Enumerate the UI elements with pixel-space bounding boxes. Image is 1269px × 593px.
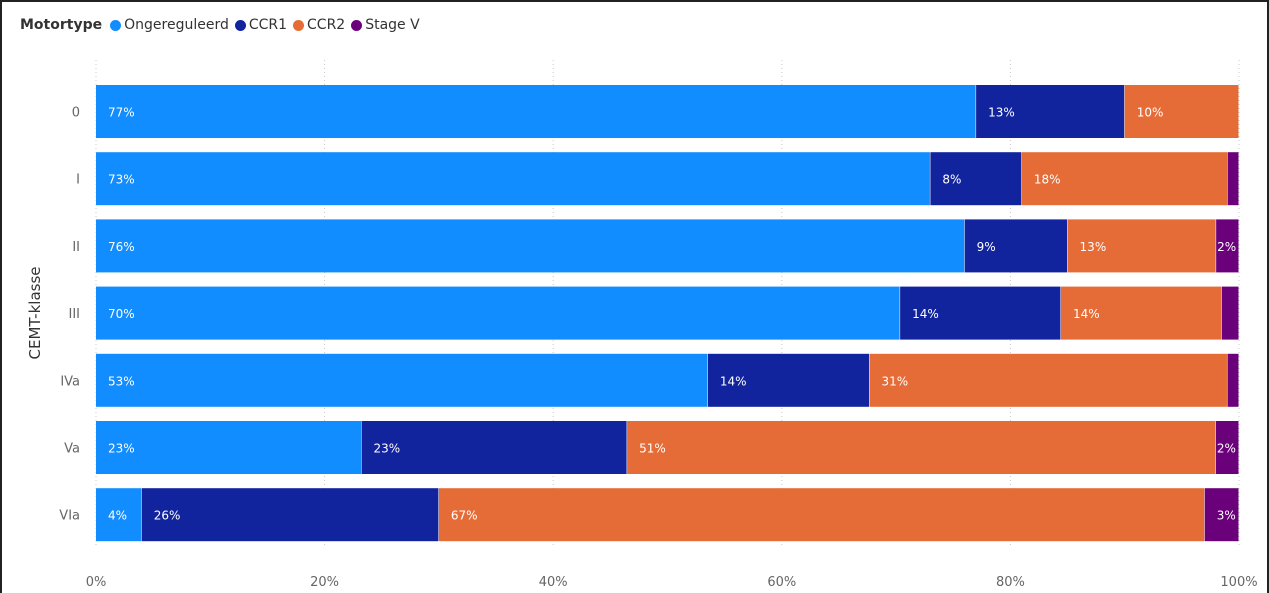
data-label: 51%	[639, 442, 666, 456]
data-label: 13%	[1080, 240, 1107, 254]
legend-label-0: Ongereguleerd	[124, 17, 229, 33]
legend-label-1: CCR1	[248, 17, 288, 33]
data-label: 18%	[1034, 173, 1061, 187]
legend-title: Motortype	[20, 17, 103, 33]
bar-segment	[96, 353, 708, 407]
data-label: 67%	[451, 509, 478, 523]
x-tick-label: 20%	[310, 575, 339, 590]
bar-segment	[900, 286, 1061, 340]
legend-dot-0	[110, 19, 122, 31]
legend: Motortype Ongereguleerd CCR1 CCR2 Stage V	[20, 17, 426, 33]
bar-segment	[964, 219, 1068, 273]
y-tick-label: IVa	[60, 374, 80, 389]
data-label: 2%	[1217, 240, 1236, 254]
data-label: 76%	[108, 240, 135, 254]
bar-segment	[1021, 152, 1228, 206]
legend-items: Ongereguleerd CCR1 CCR2 Stage V	[110, 17, 426, 33]
data-label: 8%	[942, 173, 961, 187]
bar-segment	[930, 152, 1022, 206]
bar-segment	[1221, 286, 1239, 340]
data-label: 31%	[882, 374, 909, 388]
bar-segment	[96, 488, 142, 542]
data-label: 73%	[108, 173, 135, 187]
data-label: 23%	[108, 442, 135, 456]
legend-item-3[interactable]: Stage V	[351, 17, 420, 33]
bar-segment	[361, 421, 627, 474]
y-tick-label: 0	[72, 106, 80, 121]
bar-segment	[1067, 219, 1216, 273]
bar-segment	[96, 286, 900, 340]
bar-segment	[1227, 353, 1239, 407]
bar-segment	[141, 488, 439, 542]
data-label: 26%	[154, 509, 181, 523]
bars: 77% 13% 10% 73% 8% 18% 76% 9% 13% 2% 70% 14% 14% 53% 1…	[96, 85, 1239, 542]
x-axis-ticks: 0% 20% 40% 60% 80% 100%	[86, 575, 1258, 590]
y-tick-label: II	[72, 240, 80, 255]
x-tick-label: 40%	[539, 575, 568, 590]
bar-segment	[96, 219, 965, 273]
data-label: 14%	[912, 307, 939, 321]
data-label: 14%	[720, 374, 747, 388]
data-label: 70%	[108, 307, 135, 321]
bar-segment	[1124, 85, 1239, 138]
legend-item-2[interactable]: CCR2	[293, 17, 345, 33]
y-tick-label: I	[76, 173, 80, 188]
legend-dot-2	[293, 19, 305, 31]
bar-segment	[1215, 421, 1239, 474]
bar-segment	[96, 152, 930, 206]
bar-segment	[96, 421, 362, 474]
bar-segment	[438, 488, 1205, 542]
data-label: 4%	[108, 509, 127, 523]
data-label: 23%	[374, 442, 401, 456]
x-tick-label: 80%	[996, 575, 1025, 590]
bar-segment	[707, 353, 870, 407]
data-label: 53%	[108, 374, 135, 388]
y-tick-label: VIa	[59, 509, 80, 524]
x-tick-label: 60%	[767, 575, 796, 590]
y-tick-label: Va	[64, 442, 80, 457]
legend-label-2: CCR2	[307, 17, 346, 33]
bar-segment	[869, 353, 1227, 407]
bar-segment	[96, 85, 976, 138]
data-label: 10%	[1137, 106, 1164, 120]
bar-segment	[1227, 152, 1239, 206]
x-tick-label: 100%	[1220, 575, 1257, 590]
data-label: 2%	[1217, 442, 1236, 456]
data-label: 13%	[988, 106, 1015, 120]
data-label: 77%	[108, 106, 135, 120]
data-label: 3%	[1217, 509, 1236, 523]
legend-label-3: Stage V	[365, 17, 420, 33]
legend-dot-3	[351, 19, 363, 31]
legend-dot-1	[234, 19, 246, 31]
legend-item-1[interactable]: CCR1	[234, 17, 288, 33]
x-tick-label: 0%	[86, 575, 107, 590]
bar-segment	[1216, 219, 1239, 273]
bar-segment	[627, 421, 1216, 474]
data-label: 14%	[1073, 307, 1100, 321]
y-axis-title: CEMT-klasse	[26, 267, 44, 360]
bar-segment	[1204, 488, 1239, 542]
bar-segment	[1060, 286, 1222, 340]
data-label: 9%	[977, 240, 996, 254]
y-tick-label: III	[68, 307, 80, 322]
bar-segment	[976, 85, 1125, 138]
legend-item-0[interactable]: Ongereguleerd	[110, 17, 229, 33]
